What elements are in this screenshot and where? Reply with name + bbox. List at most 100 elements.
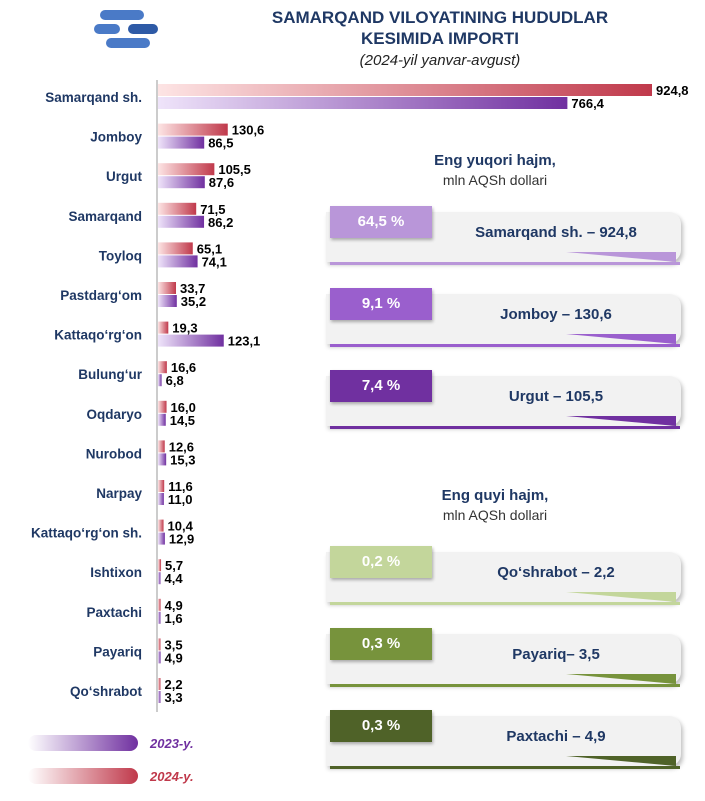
bar-2023 — [158, 255, 198, 268]
district-value-label: Payariq– 3,5 — [512, 646, 600, 663]
share-percent-badge: 0,3 % — [330, 710, 432, 742]
top-district-card: 7,4 % Urgut – 105,5 — [326, 370, 681, 432]
data-label-2023: 4,4 — [165, 571, 184, 586]
district-value-label: Qo‘shrabot – 2,2 — [497, 564, 615, 581]
bottom-panel-heading: Eng quyi hajm, mln AQSh dollari — [330, 487, 660, 523]
legend-swatch-2023 — [28, 735, 138, 751]
bar-2023 — [158, 374, 162, 387]
data-label-2023: 6,8 — [166, 373, 184, 388]
category-label: Payariq — [93, 644, 142, 659]
data-label-2023: 74,1 — [202, 254, 227, 269]
district-value-label: Jomboy – 130,6 — [500, 306, 612, 323]
data-label-2024: 33,7 — [180, 281, 205, 296]
bottom-district-card: 0,2 % Qo‘shrabot – 2,2 — [326, 546, 681, 608]
data-label-2024: 16,0 — [171, 400, 196, 415]
category-label: Samarqand sh. — [45, 90, 142, 105]
card-tab — [566, 416, 676, 426]
category-label: Narpay — [96, 486, 142, 501]
bar-2024 — [158, 84, 652, 96]
data-label-2024: 2,2 — [165, 677, 183, 692]
category-label: Kattaqo‘rg‘on — [54, 328, 142, 343]
card-tab — [566, 334, 676, 344]
category-label: Bulung‘ur — [78, 367, 142, 382]
data-label-2023: 3,3 — [165, 690, 183, 705]
top-panel-heading: Eng yuqori hajm, mln AQSh dollari — [330, 152, 660, 188]
legend-label-2024: 2024-y. — [150, 769, 194, 784]
share-percent-badge: 0,2 % — [330, 546, 432, 578]
top-panel-title: Eng yuqori hajm, — [434, 152, 556, 169]
data-label-2024: 105,5 — [218, 162, 251, 177]
chart-title-line2: KESIMIDA IMPORTI — [360, 29, 520, 48]
data-label-2023: 15,3 — [170, 452, 195, 467]
bottom-panel-title: Eng quyi hajm, — [441, 487, 549, 504]
bar-2024 — [158, 321, 169, 334]
data-label-2024: 10,4 — [168, 519, 194, 534]
card-tab — [566, 674, 676, 684]
category-label: Qo‘shrabot — [70, 684, 143, 699]
bar-2024 — [158, 440, 165, 453]
data-label-2024: 12,6 — [169, 439, 194, 454]
data-label-2023: 123,1 — [228, 334, 261, 349]
district-value-label: Urgut – 105,5 — [508, 388, 604, 405]
bottom-district-card: 0,3 % Paxtachi – 4,9 — [326, 710, 681, 772]
share-percent-badge: 64,5 % — [330, 206, 432, 238]
card-tab — [566, 592, 676, 602]
category-label: Urgut — [106, 169, 142, 184]
category-label: Toyloq — [99, 248, 142, 263]
bar-2024 — [158, 519, 164, 532]
category-label: Oqdaryo — [86, 407, 142, 422]
share-percent-badge: 7,4 % — [330, 370, 432, 402]
data-label-2024: 3,5 — [165, 637, 183, 652]
category-label: Kattaqo‘rg‘on sh. — [31, 526, 142, 541]
card-underline — [330, 766, 680, 769]
bar-2023 — [158, 97, 568, 109]
share-percent-badge: 0,3 % — [330, 628, 432, 660]
bar-2023 — [158, 691, 161, 703]
data-label-2024: 16,6 — [171, 360, 196, 375]
data-label-2023: 1,6 — [165, 611, 183, 626]
data-label-2024: 19,3 — [172, 321, 197, 336]
bar-2023 — [158, 532, 165, 545]
card-underline — [330, 602, 680, 605]
data-label-2023: 14,5 — [170, 413, 195, 428]
card-underline — [330, 344, 680, 347]
bar-2023 — [158, 611, 161, 624]
data-label-2023: 12,9 — [169, 532, 194, 547]
card-underline — [330, 262, 680, 265]
chart-title-line1: SAMARQAND VILOYATINING HUDUDLAR — [271, 8, 609, 27]
card-underline — [330, 426, 680, 429]
bar-2024 — [158, 202, 197, 215]
bar-2023 — [158, 651, 161, 664]
data-label-2024: 65,1 — [197, 241, 222, 256]
card-tab — [566, 756, 676, 766]
card-underline — [330, 684, 680, 687]
data-label-2024: 71,5 — [200, 202, 225, 217]
bar-2024 — [158, 598, 161, 611]
category-label: Samarqand — [68, 209, 142, 224]
category-label: Pastdarg‘om — [60, 288, 142, 303]
top-panel-unit: mln AQSh dollari — [442, 172, 548, 188]
data-label-2023: 86,5 — [208, 136, 233, 151]
bar-2024 — [158, 480, 165, 492]
bar-2024 — [158, 400, 167, 413]
bar-2023 — [158, 453, 167, 466]
share-percent-badge: 9,1 % — [330, 288, 432, 320]
data-label-2023: 87,6 — [209, 175, 234, 190]
category-label: Jomboy — [90, 130, 142, 145]
data-label-2024: 5,7 — [165, 558, 183, 573]
category-label: Ishtixon — [90, 565, 142, 580]
data-label-2024: 11,6 — [168, 479, 193, 494]
bar-2023 — [158, 413, 166, 426]
bar-2023 — [158, 493, 164, 505]
legend-swatch-2024 — [28, 768, 138, 784]
data-label-2024: 4,9 — [165, 598, 183, 613]
top-district-card: 9,1 % Jomboy – 130,6 — [326, 288, 681, 350]
bar-2024 — [158, 678, 161, 690]
bar-2024 — [158, 123, 228, 136]
bar-2024 — [158, 163, 215, 176]
bar-2023 — [158, 572, 161, 585]
bottom-district-card: 0,3 % Payariq– 3,5 — [326, 628, 681, 690]
bar-2024 — [158, 638, 161, 651]
data-label-2024: 130,6 — [232, 123, 265, 138]
